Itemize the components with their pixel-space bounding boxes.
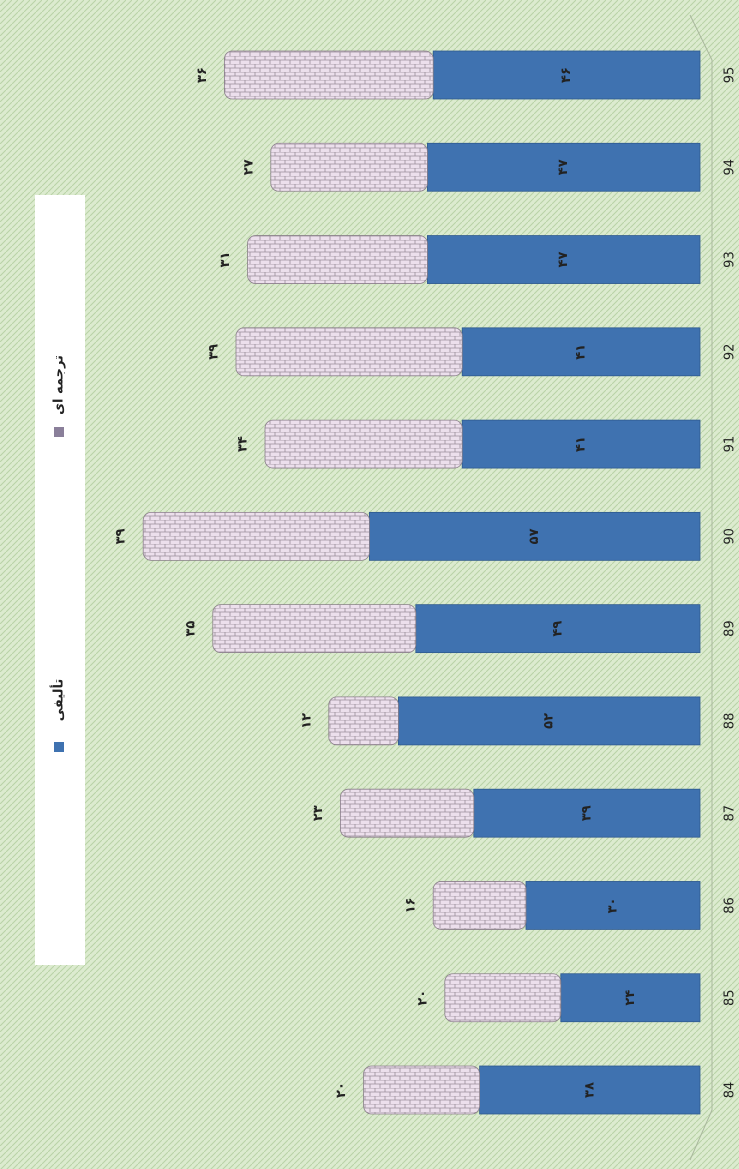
category-label: 86 <box>723 897 738 914</box>
category-label: 91 <box>723 436 738 453</box>
data-label: ۳۹ <box>114 528 129 544</box>
data-label: ۵۲ <box>542 713 557 729</box>
bar-segment <box>432 881 527 930</box>
bar-segment <box>444 973 562 1023</box>
data-label: ۱۲ <box>299 713 314 729</box>
data-label: ۲۳ <box>311 805 326 821</box>
data-label: ۳۵ <box>183 621 198 637</box>
bar-segment <box>368 511 701 561</box>
data-label: ۲۰ <box>334 1082 349 1098</box>
category-label: 90 <box>723 528 738 545</box>
category-label: 95 <box>723 67 738 84</box>
category-label: 87 <box>723 805 738 822</box>
bar-segment <box>328 696 399 746</box>
bar-segment <box>432 50 701 100</box>
legend-swatch <box>54 742 64 752</box>
data-label: ۳۹ <box>579 805 594 821</box>
data-label: ۴۱ <box>574 436 589 452</box>
category-label: 88 <box>723 713 738 730</box>
category-label: 85 <box>723 989 738 1006</box>
bar-segment <box>270 142 428 192</box>
data-label: ۴۱ <box>574 344 589 360</box>
data-label: ۲۷ <box>241 159 256 175</box>
data-label: ۳۴ <box>236 436 251 452</box>
category-label: 84 <box>723 1082 738 1099</box>
data-label: ۴۶ <box>559 67 574 83</box>
bar-segment <box>212 604 417 654</box>
data-label: ۲۴ <box>623 990 638 1006</box>
legend-label: تألیفی <box>50 679 67 721</box>
category-label: 89 <box>723 620 738 637</box>
bar-segment <box>426 235 701 284</box>
data-label: ۴۷ <box>556 252 571 268</box>
bar-segment <box>560 973 701 1023</box>
legend-box <box>35 195 85 965</box>
data-label: ۳۱ <box>218 252 233 268</box>
data-label: ۵۷ <box>527 528 542 544</box>
bar-segment <box>461 327 701 377</box>
category-label: 93 <box>723 251 738 268</box>
bar-segment <box>264 419 463 469</box>
category-label: 92 <box>723 344 738 361</box>
bar-segment <box>473 788 701 838</box>
bar-segment <box>247 235 428 284</box>
bar-segment <box>479 1065 701 1115</box>
data-label: ۳۶ <box>195 67 210 83</box>
data-label: ۴۷ <box>556 159 571 175</box>
data-label: ۲۰ <box>415 990 430 1006</box>
data-label: ۱۶ <box>404 898 419 914</box>
bar-segment <box>525 881 701 930</box>
bar-segment <box>339 788 475 838</box>
bar-segment <box>461 419 701 469</box>
legend-swatch <box>54 427 64 437</box>
bar-segment <box>363 1065 481 1115</box>
data-label: ۳۸ <box>582 1082 597 1098</box>
bar-segment <box>235 327 463 377</box>
floor <box>689 14 713 1161</box>
data-label: ۳۹ <box>207 344 222 360</box>
category-label: 94 <box>723 159 738 176</box>
data-label: ۴۹ <box>550 621 565 637</box>
bar-segment <box>223 50 434 100</box>
legend-label: ترجمه ای <box>52 355 67 415</box>
data-label: ۳۰ <box>606 898 621 914</box>
bar-segment <box>142 511 370 561</box>
